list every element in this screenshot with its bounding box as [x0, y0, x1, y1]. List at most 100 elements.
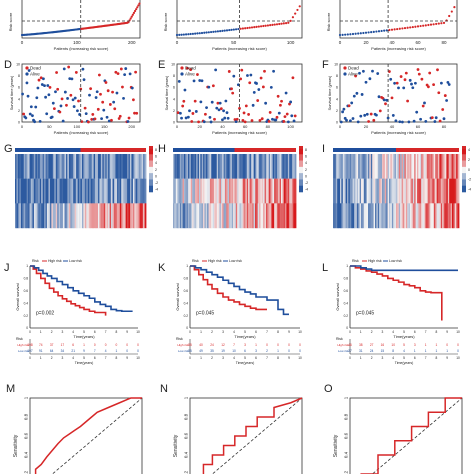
heatmap-cell [249, 154, 252, 179]
dead-point [247, 113, 250, 116]
heatmap-cell [102, 203, 105, 229]
tick-label: 2 [211, 330, 213, 334]
alive-point [192, 79, 196, 83]
heatmap-cell [268, 203, 271, 229]
heatmap-cell [19, 178, 22, 204]
tick-label: 0 [29, 330, 31, 334]
heatmap-cell [411, 154, 414, 179]
tick-label: 0 [349, 356, 351, 360]
tick-label: 7 [425, 356, 427, 360]
tick-label: 1 [344, 396, 349, 399]
dead-point [399, 75, 403, 78]
heatmap-cell [349, 154, 352, 179]
heatmap-cell [397, 154, 400, 179]
tick-label: 0 [21, 124, 24, 129]
heatmap-cell [241, 178, 244, 204]
heatmap-cell [386, 154, 388, 179]
tick-label: 0.4 [184, 301, 189, 305]
heatmap-cell [290, 154, 293, 179]
heatmap-cell [237, 154, 239, 179]
dead-point [96, 107, 100, 111]
risk-table-count: 2 [266, 349, 268, 353]
heatmap-cell [242, 178, 245, 204]
alive-point [88, 93, 91, 97]
tick-label: 3 [382, 356, 384, 360]
heatmap-cell [283, 178, 286, 204]
tick-label: 8 [116, 330, 118, 334]
heatmap-cell [252, 203, 255, 229]
alive-point [214, 68, 218, 72]
alive-point [107, 119, 111, 123]
heatmap-cell [287, 178, 290, 204]
dead-point [443, 94, 447, 97]
heatmap-cell [454, 203, 457, 229]
heatmap-cell [436, 178, 439, 204]
heatmap-cell [58, 154, 61, 179]
heatmap-cell [220, 203, 223, 229]
heatmap-cell [391, 154, 394, 179]
heatmap-cell [345, 154, 348, 179]
heatmap-cell [382, 178, 384, 204]
alive-point [236, 83, 240, 87]
legend-dead-label: Dead [185, 66, 196, 71]
tick-label: 0.4 [344, 451, 349, 458]
heatmap-cell [105, 154, 108, 179]
risk-point [390, 28, 394, 31]
tick-label: 1 [346, 264, 348, 268]
heatmap-cell [424, 178, 426, 204]
heatmap-cell [280, 203, 283, 229]
km-curve-low-risk [190, 265, 289, 316]
km-curve-high-risk [30, 265, 107, 316]
heatmap-cell [68, 203, 71, 229]
alive-point [43, 84, 46, 88]
dead-point [219, 107, 223, 111]
heatmap-cell [229, 203, 231, 229]
heatmap-cell [341, 203, 344, 229]
alive-point [61, 119, 65, 123]
tick-label: 6 [255, 330, 257, 334]
heatmap-cell [242, 203, 245, 229]
tick-label: 3 [222, 330, 224, 334]
heatmap-cell [396, 154, 398, 179]
risk-point [239, 27, 242, 30]
heatmap-cell [186, 178, 189, 204]
risk-table-count: 37 [348, 349, 352, 353]
alive-point [402, 86, 406, 90]
heatmap-cell [179, 203, 182, 229]
heatmap-cell [212, 203, 215, 229]
risk-point [338, 33, 342, 37]
heatmap-cell [17, 178, 20, 204]
tick-label: 9 [126, 356, 128, 360]
legend-tick-label: 4 [155, 161, 157, 165]
heatmap-cell [454, 178, 457, 204]
heatmap-cell [183, 178, 186, 204]
heatmap-cell [267, 203, 270, 229]
heatmap-cell [290, 178, 293, 204]
tick-label: 2 [51, 356, 53, 360]
dead-point [87, 120, 90, 124]
risk-table-count: 1 [425, 349, 427, 353]
heatmap-cell [415, 154, 418, 179]
tick-label: 6 [336, 86, 338, 90]
tick-label: 5 [244, 330, 246, 334]
heatmap-cell [97, 178, 100, 204]
tick-label: 1 [24, 396, 29, 399]
heatmap-cell [200, 178, 203, 204]
heatmap-cell [92, 203, 94, 229]
tick-label: 10 [456, 330, 460, 334]
risk-table-count: 6 [244, 349, 246, 353]
heatmap-cell [255, 203, 257, 229]
heatmap-cell [238, 203, 241, 229]
heatmap-cell [253, 178, 256, 204]
risk-table-count: 19 [221, 349, 225, 353]
dead-point [56, 87, 60, 91]
y-axis-label: Sensitivity [333, 434, 339, 457]
heatmap-cell [419, 154, 422, 179]
heatmap-cell [390, 154, 393, 179]
risk-table-count: 74 [39, 343, 43, 347]
alive-point [223, 116, 227, 120]
heatmap-cell [215, 178, 218, 204]
tick-label: 3 [222, 356, 224, 360]
alive-point [59, 104, 63, 108]
heatmap-cell [275, 154, 278, 179]
